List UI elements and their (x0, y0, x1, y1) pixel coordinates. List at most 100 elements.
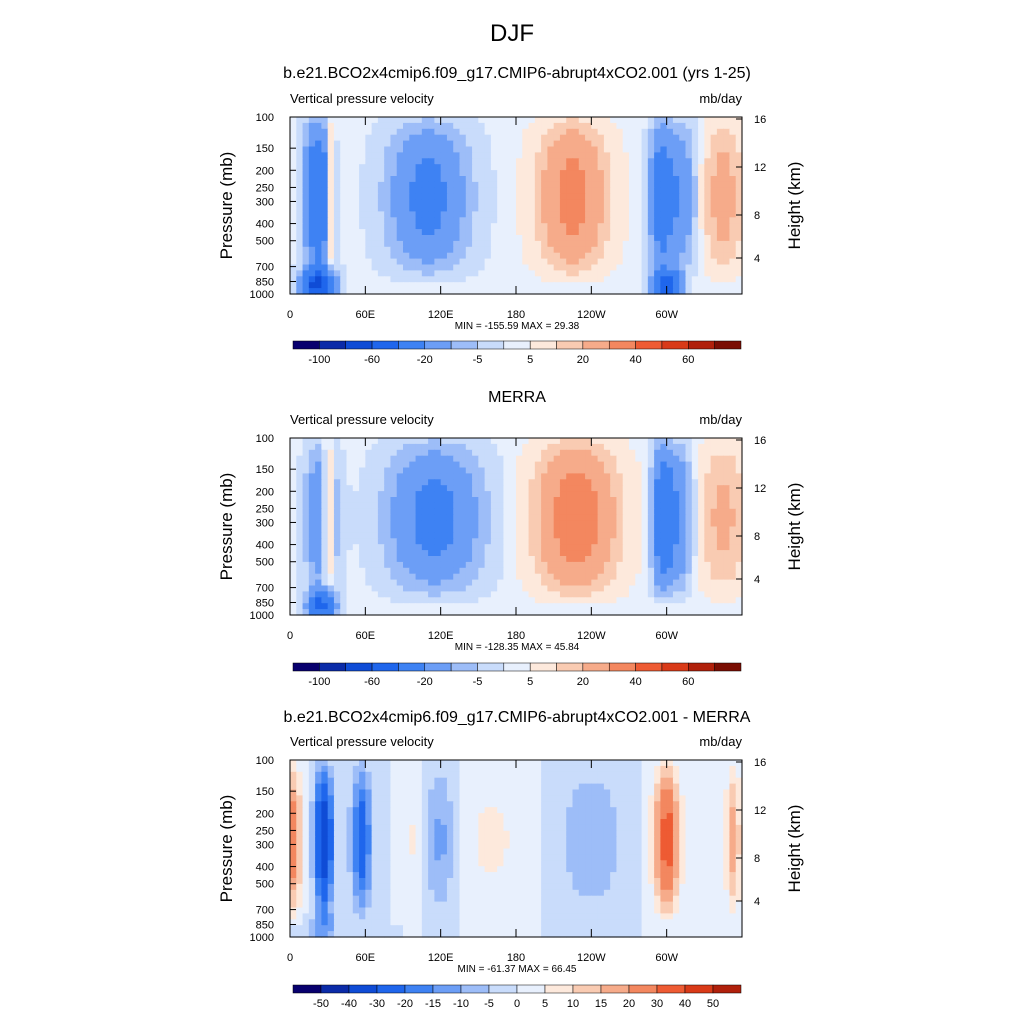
y-axis-label: Pressure (mb) (217, 152, 236, 260)
contour-field (290, 117, 743, 295)
y-axis-label: Pressure (mb) (217, 795, 236, 903)
colorbar-box (450, 662, 478, 672)
y-tick-label: 250 (256, 825, 274, 837)
colorbar-box (371, 340, 399, 350)
colorbar-box (292, 340, 320, 350)
x-tick-label: 0 (287, 309, 293, 321)
y-right-tick-label: 12 (754, 805, 766, 817)
colorbar-label: 50 (707, 998, 719, 1010)
colorbar: -100 -60 -20 -5 5 20 40 60 (292, 662, 742, 688)
y-tick-label: 500 (256, 557, 274, 569)
y-right-tick-label: 4 (754, 574, 760, 586)
contour-field (290, 438, 743, 616)
colorbar-box (503, 662, 531, 672)
colorbar-label: -5 (473, 354, 483, 366)
y-tick-label: 100 (256, 112, 274, 124)
colorbar-box (320, 984, 350, 994)
y-right-tick-label: 16 (754, 435, 766, 447)
x-tick-label: 120W (577, 309, 606, 321)
x-tick-label: 0 (287, 952, 293, 964)
units-label: mb/day (699, 412, 742, 427)
colorbar-box (516, 984, 546, 994)
colorbar-box (371, 662, 399, 672)
y-tick-label: 100 (256, 755, 274, 767)
y-tick-label: 850 (256, 598, 274, 610)
colorbar-box (688, 340, 715, 350)
figure-title: DJF (490, 20, 534, 47)
colorbar-box (477, 340, 505, 350)
panel-title: MERRA (488, 389, 546, 406)
colorbar-label: -100 (308, 354, 330, 366)
y-tick-label: 1000 (250, 932, 274, 944)
colorbar-box (661, 340, 689, 350)
colorbar-box (684, 984, 714, 994)
colorbar-label: 30 (651, 998, 663, 1010)
x-tick-label: 120W (577, 630, 606, 642)
x-tick-label: 60E (356, 309, 376, 321)
y-right-tick-label: 16 (754, 757, 766, 769)
colorbar-box (572, 984, 602, 994)
chart-panel-1: b.e21.BCO2x4cmip6.f09_g17.CMIP6-abrupt4x… (217, 65, 804, 366)
y-tick-label: 150 (256, 786, 274, 798)
y-tick-label: 300 (256, 196, 274, 208)
colorbar-box (376, 984, 406, 994)
colorbar: -50 -40 -30 -20 -15 -10 -5 0 5 10 15 20 30 40 50 (292, 984, 742, 1010)
y-tick-label: 300 (256, 839, 274, 851)
colorbar-box (319, 340, 346, 350)
colorbar-box (292, 662, 320, 672)
y-right-tick-label: 8 (754, 210, 760, 222)
colorbar-box (432, 984, 462, 994)
colorbar-label: -5 (473, 676, 483, 688)
colorbar-box (714, 340, 742, 350)
colorbar-box (345, 662, 373, 672)
colorbar-label: 20 (577, 354, 589, 366)
y-right-tick-label: 4 (754, 896, 760, 908)
x-tick-label: 120W (577, 952, 606, 964)
x-tick-label: 180 (507, 952, 525, 964)
y-tick-label: 700 (256, 583, 274, 595)
x-tick-label: 0 (287, 630, 293, 642)
x-tick-label: 60E (356, 630, 376, 642)
y-right-axis-label: Height (km) (785, 805, 804, 893)
colorbar-label: 15 (595, 998, 607, 1010)
units-label: mb/day (699, 734, 742, 749)
colorbar-label: -50 (313, 998, 329, 1010)
y-tick-label: 500 (256, 236, 274, 248)
y-tick-label: 200 (256, 165, 274, 177)
colorbar-box (608, 662, 636, 672)
y-tick-label: 700 (256, 905, 274, 917)
colorbar-label: 40 (679, 998, 691, 1010)
colorbar-box (319, 662, 346, 672)
y-tick-label: 250 (256, 503, 274, 515)
colorbar-box (398, 340, 426, 350)
colorbar-box (503, 340, 531, 350)
variable-label: Vertical pressure velocity (290, 412, 434, 427)
colorbar-box (398, 662, 426, 672)
colorbar-box (582, 662, 610, 672)
colorbar-label: -60 (364, 354, 380, 366)
y-tick-label: 700 (256, 262, 274, 274)
y-tick-label: 850 (256, 277, 274, 289)
y-right-axis-label: Height (km) (785, 162, 804, 250)
min-max-stats: MIN = -128.35 MAX = 45.84 (455, 642, 580, 653)
min-max-stats: MIN = -155.59 MAX = 29.38 (455, 321, 580, 332)
colorbar-label: -40 (341, 998, 357, 1010)
colorbar-label: 60 (682, 676, 694, 688)
colorbar-box (635, 662, 663, 672)
colorbar-box (345, 340, 373, 350)
colorbar-box (688, 662, 715, 672)
colorbar-label: -20 (417, 676, 433, 688)
panel-title: b.e21.BCO2x4cmip6.f09_g17.CMIP6-abrupt4x… (283, 65, 751, 82)
colorbar-box (656, 984, 686, 994)
x-tick-label: 180 (507, 630, 525, 642)
colorbar-label: 20 (577, 676, 589, 688)
colorbar-box (424, 662, 452, 672)
colorbar-label: -30 (369, 998, 385, 1010)
y-right-tick-label: 16 (754, 114, 766, 126)
colorbar-box (712, 984, 742, 994)
colorbar-box (460, 984, 490, 994)
y-right-tick-label: 12 (754, 483, 766, 495)
colorbar-label: -20 (397, 998, 413, 1010)
x-tick-label: 120E (428, 952, 454, 964)
